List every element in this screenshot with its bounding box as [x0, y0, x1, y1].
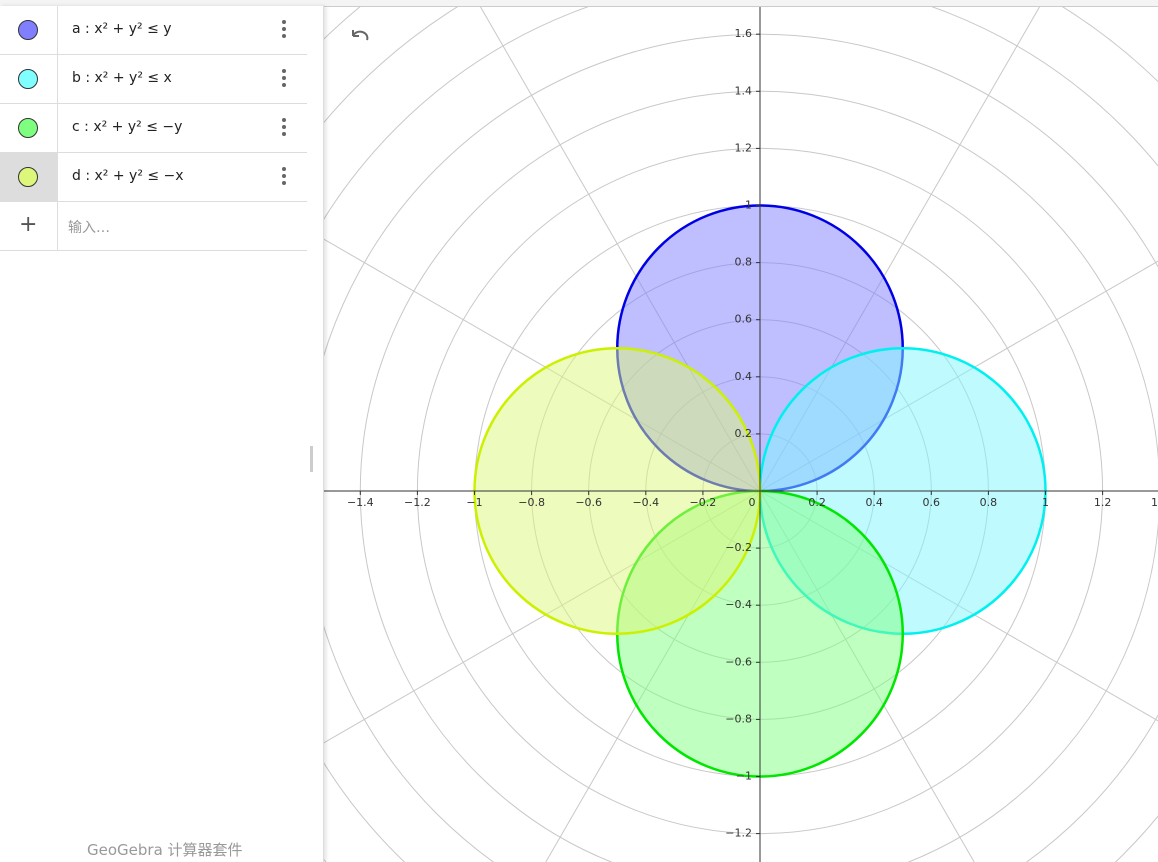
algebra-row[interactable]: d : x² + y² ≤ −x: [0, 153, 307, 202]
y-tick-label: −1: [736, 770, 752, 783]
x-tick-label: 0: [749, 496, 756, 509]
y-tick-label: 0.2: [735, 427, 753, 440]
x-tick-label: −1: [466, 496, 482, 509]
input-row[interactable]: + 输入…: [0, 202, 307, 251]
expression[interactable]: c : x² + y² ≤ −y: [72, 119, 183, 135]
y-tick-label: 1.6: [735, 27, 753, 40]
x-tick-label: −0.2: [690, 496, 717, 509]
x-tick-label: −0.8: [518, 496, 545, 509]
x-tick-label: 0.8: [980, 496, 998, 509]
visibility-cell[interactable]: [0, 55, 58, 103]
algebra-row[interactable]: a : x² + y² ≤ y: [0, 6, 307, 55]
algebra-panel: a : x² + y² ≤ y b : x² + y² ≤ x c : x² + y…: [0, 6, 324, 862]
expression[interactable]: b : x² + y² ≤ x: [72, 70, 172, 86]
algebra-row[interactable]: c : x² + y² ≤ −y: [0, 104, 307, 153]
visibility-dot[interactable]: [18, 167, 38, 187]
menu-button[interactable]: [282, 167, 286, 188]
y-tick-label: 0.8: [735, 256, 753, 269]
y-tick-label: 1.2: [735, 141, 753, 154]
x-tick-label: 0.2: [808, 496, 826, 509]
brand: GeoGebra 计算器套件: [87, 841, 243, 859]
algebra-row[interactable]: b : x² + y² ≤ x: [0, 55, 307, 104]
x-tick-label: 1.2: [1094, 496, 1112, 509]
visibility-dot[interactable]: [18, 118, 38, 138]
graphics-view[interactable]: −1.4 −1.2 −1 −0.8 −0.6 −0.4 −0.2 0 0.2 0.4 0.6 0.8 1…: [323, 7, 1158, 862]
x-tick-label: 1.4: [1151, 496, 1158, 509]
y-tick-label: −0.2: [725, 541, 752, 554]
y-tick-label: 1: [745, 199, 752, 212]
x-tick-label: 0.4: [865, 496, 883, 509]
undo-button[interactable]: [352, 30, 369, 41]
visibility-cell[interactable]: [0, 104, 58, 152]
visibility-cell[interactable]: [0, 6, 58, 54]
y-tick-label: 1.4: [735, 84, 753, 97]
y-tick-label: −0.8: [725, 712, 752, 725]
menu-button[interactable]: [282, 20, 286, 41]
top-bar: [0, 0, 1158, 7]
menu-button[interactable]: [282, 118, 286, 139]
x-tick-label: −0.4: [632, 496, 659, 509]
add-icon[interactable]: +: [0, 202, 58, 250]
x-tick-label: −1.4: [347, 496, 374, 509]
y-tick-label: −0.4: [725, 598, 752, 611]
expression[interactable]: a : x² + y² ≤ y: [72, 21, 172, 37]
y-tick-label: 0.6: [735, 313, 753, 326]
x-tick-label: −1.2: [404, 496, 431, 509]
visibility-dot[interactable]: [18, 20, 38, 40]
y-tick-label: 0.4: [735, 370, 753, 383]
x-tick-label: −0.6: [575, 496, 602, 509]
y-tick-label: −0.6: [725, 655, 752, 668]
resize-handle[interactable]: [310, 446, 313, 472]
visibility-dot[interactable]: [18, 69, 38, 89]
visibility-cell[interactable]: [0, 153, 58, 201]
x-tick-label: 1: [1042, 496, 1049, 509]
expression[interactable]: d : x² + y² ≤ −x: [72, 168, 184, 184]
y-tick-label: −1.2: [725, 827, 752, 840]
menu-button[interactable]: [282, 69, 286, 90]
x-tick-label: 0.6: [923, 496, 941, 509]
input-placeholder[interactable]: 输入…: [68, 220, 110, 236]
